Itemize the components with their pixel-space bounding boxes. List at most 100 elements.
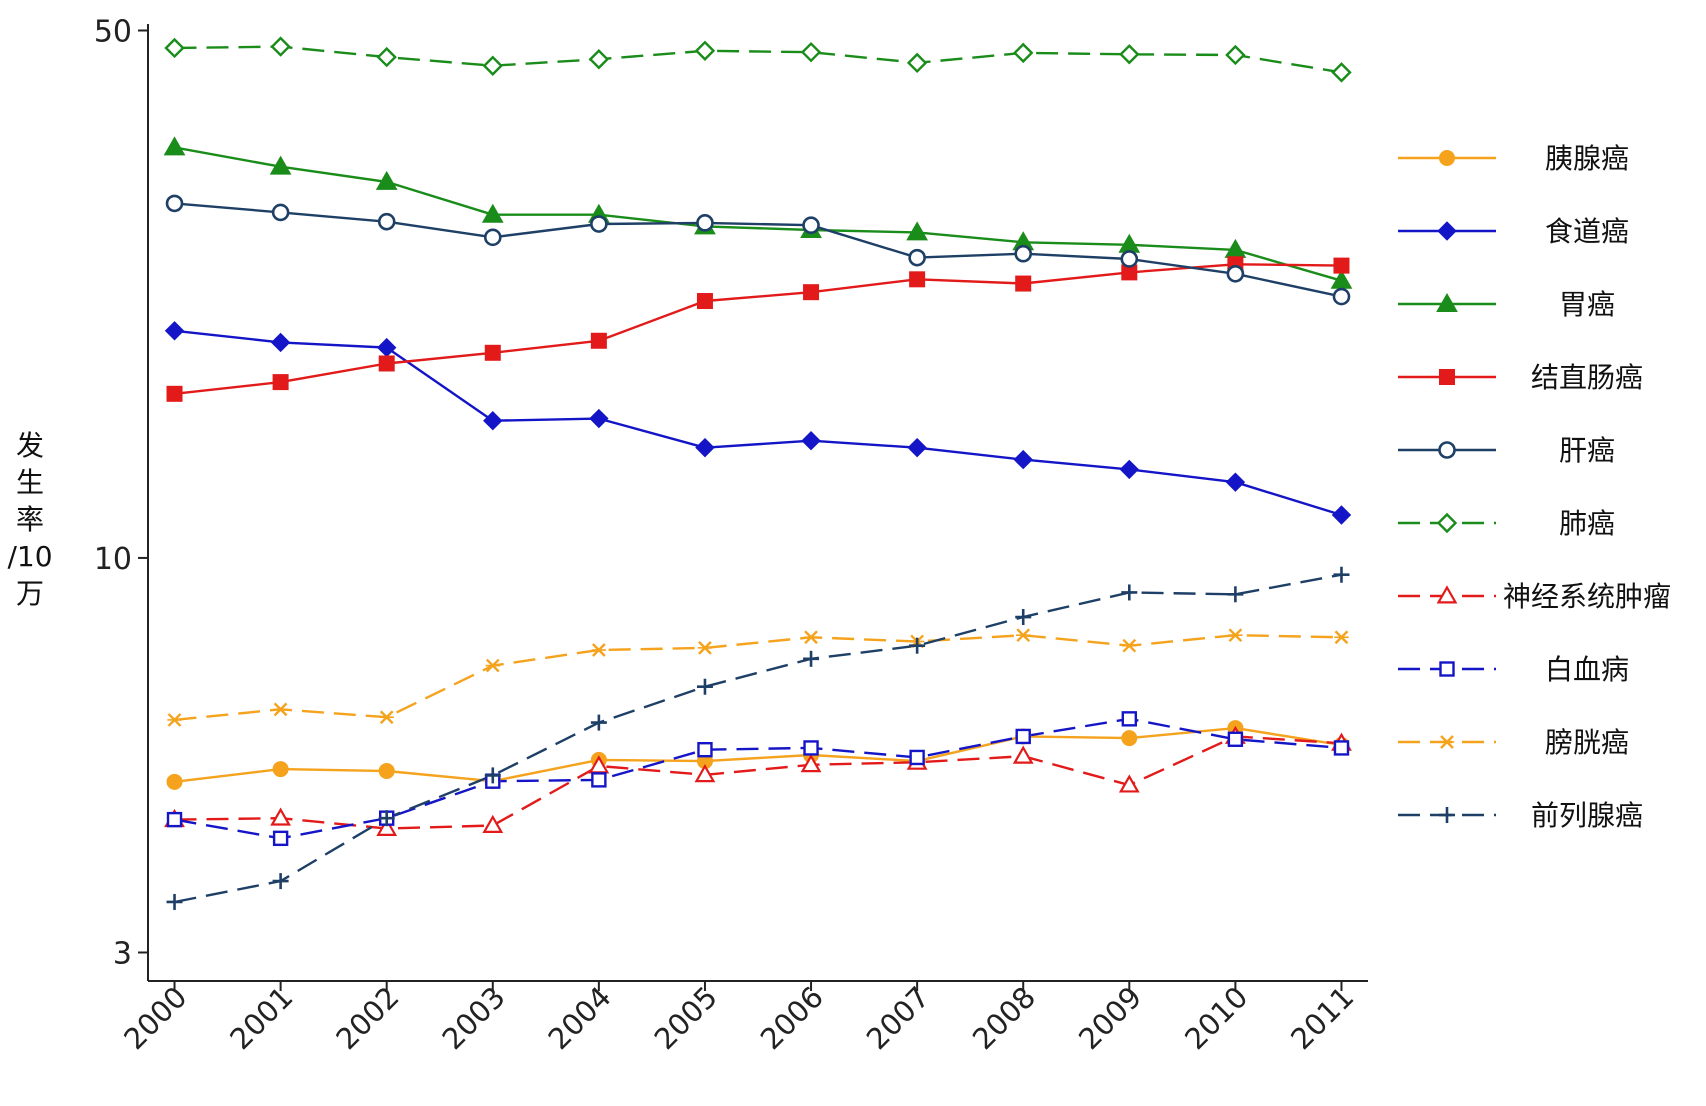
marker-shape [376, 817, 398, 836]
data-point [1121, 584, 1138, 601]
data-point [379, 710, 394, 725]
legend-item: 膀胱癌 [1398, 726, 1629, 759]
marker-shape [1014, 244, 1033, 263]
marker-shape [802, 216, 820, 235]
legend-label: 前列腺癌 [1531, 799, 1643, 832]
legend-label: 结直肠癌 [1531, 361, 1643, 394]
data-point [1013, 42, 1034, 64]
marker-shape [1437, 221, 1457, 241]
marker-shape [483, 411, 503, 431]
data-point [273, 702, 288, 717]
x-tick-label: 2011 [1284, 980, 1360, 1056]
series-line [174, 45, 1342, 74]
legend-item: 食道癌 [1398, 215, 1629, 248]
marker-shape [696, 214, 714, 232]
marker-shape [590, 215, 608, 233]
series-markers-6 [164, 725, 1352, 836]
data-point [272, 374, 289, 391]
legend-label: 肝癌 [1559, 434, 1615, 467]
data-point [484, 344, 501, 361]
legend-label: 食道癌 [1545, 215, 1629, 248]
series-6 [174, 735, 1342, 830]
data-point [802, 216, 820, 235]
marker-shape [694, 40, 716, 61]
data-point [1226, 264, 1245, 283]
x-tick-label: 2005 [648, 980, 724, 1056]
marker-shape [1121, 730, 1138, 747]
legend-item: 肝癌 [1398, 434, 1615, 467]
marker-shape [1013, 449, 1033, 470]
legend-marker [1436, 512, 1458, 534]
data-point [166, 385, 183, 402]
marker-shape [1331, 505, 1352, 525]
data-point [590, 332, 607, 349]
marker-shape [800, 41, 822, 63]
data-point [378, 355, 395, 372]
data-point [588, 49, 610, 70]
series-markers-3 [166, 256, 1350, 402]
data-point [483, 228, 502, 247]
series-markers-9 [166, 566, 1350, 910]
legend-item: 胃癌 [1398, 288, 1615, 321]
data-point [377, 212, 396, 231]
marker-shape [1015, 275, 1032, 292]
x-tick-label: 2001 [223, 980, 299, 1056]
marker-shape [907, 437, 927, 458]
series-markers-8 [167, 628, 1349, 727]
legend-marker [1438, 441, 1456, 459]
marker-shape [1439, 369, 1455, 385]
legend-marker [1439, 735, 1455, 749]
legend-marker [1439, 150, 1455, 166]
marker-shape [1119, 459, 1140, 480]
data-point [1118, 774, 1140, 793]
marker-shape [482, 55, 503, 76]
data-point [697, 641, 713, 655]
data-point [696, 293, 713, 310]
marker-shape [909, 749, 925, 766]
series-7 [174, 717, 1342, 840]
data-point [590, 714, 607, 731]
data-point [1122, 638, 1137, 653]
marker-shape [1013, 42, 1034, 64]
marker-shape [1333, 740, 1350, 756]
data-point [1015, 275, 1032, 292]
legend-item: 肺癌 [1398, 507, 1615, 540]
marker-shape [166, 385, 183, 402]
data-point [378, 762, 395, 779]
series-8 [174, 634, 1342, 722]
marker-shape [1439, 661, 1455, 677]
x-tick-label: 2009 [1072, 980, 1148, 1056]
data-point [270, 807, 292, 826]
marker-shape [906, 52, 928, 74]
y-tick-label: 50 [94, 14, 132, 49]
y-axis-label-line: 率 [16, 503, 44, 536]
marker-shape [481, 203, 504, 223]
legend-marker [1437, 221, 1457, 241]
data-point [482, 814, 504, 833]
data-point [1016, 628, 1031, 643]
series-line [174, 735, 1342, 830]
data-point [1119, 459, 1140, 480]
data-point [800, 41, 822, 63]
series-line [174, 146, 1342, 282]
data-point [697, 742, 713, 758]
data-point [484, 767, 501, 784]
data-point [1012, 745, 1034, 764]
series-4 [174, 202, 1342, 298]
marker-shape [1226, 264, 1245, 283]
legend-label: 胃癌 [1559, 288, 1615, 321]
data-point [1228, 628, 1243, 643]
marker-shape [482, 814, 504, 833]
data-point [589, 408, 609, 429]
marker-shape [697, 742, 713, 758]
data-point [801, 431, 821, 451]
data-point [1121, 711, 1138, 727]
data-point [906, 52, 928, 74]
data-point [270, 36, 291, 57]
series-line [174, 329, 1342, 517]
series-lines [163, 36, 1353, 910]
series-line [174, 717, 1342, 840]
